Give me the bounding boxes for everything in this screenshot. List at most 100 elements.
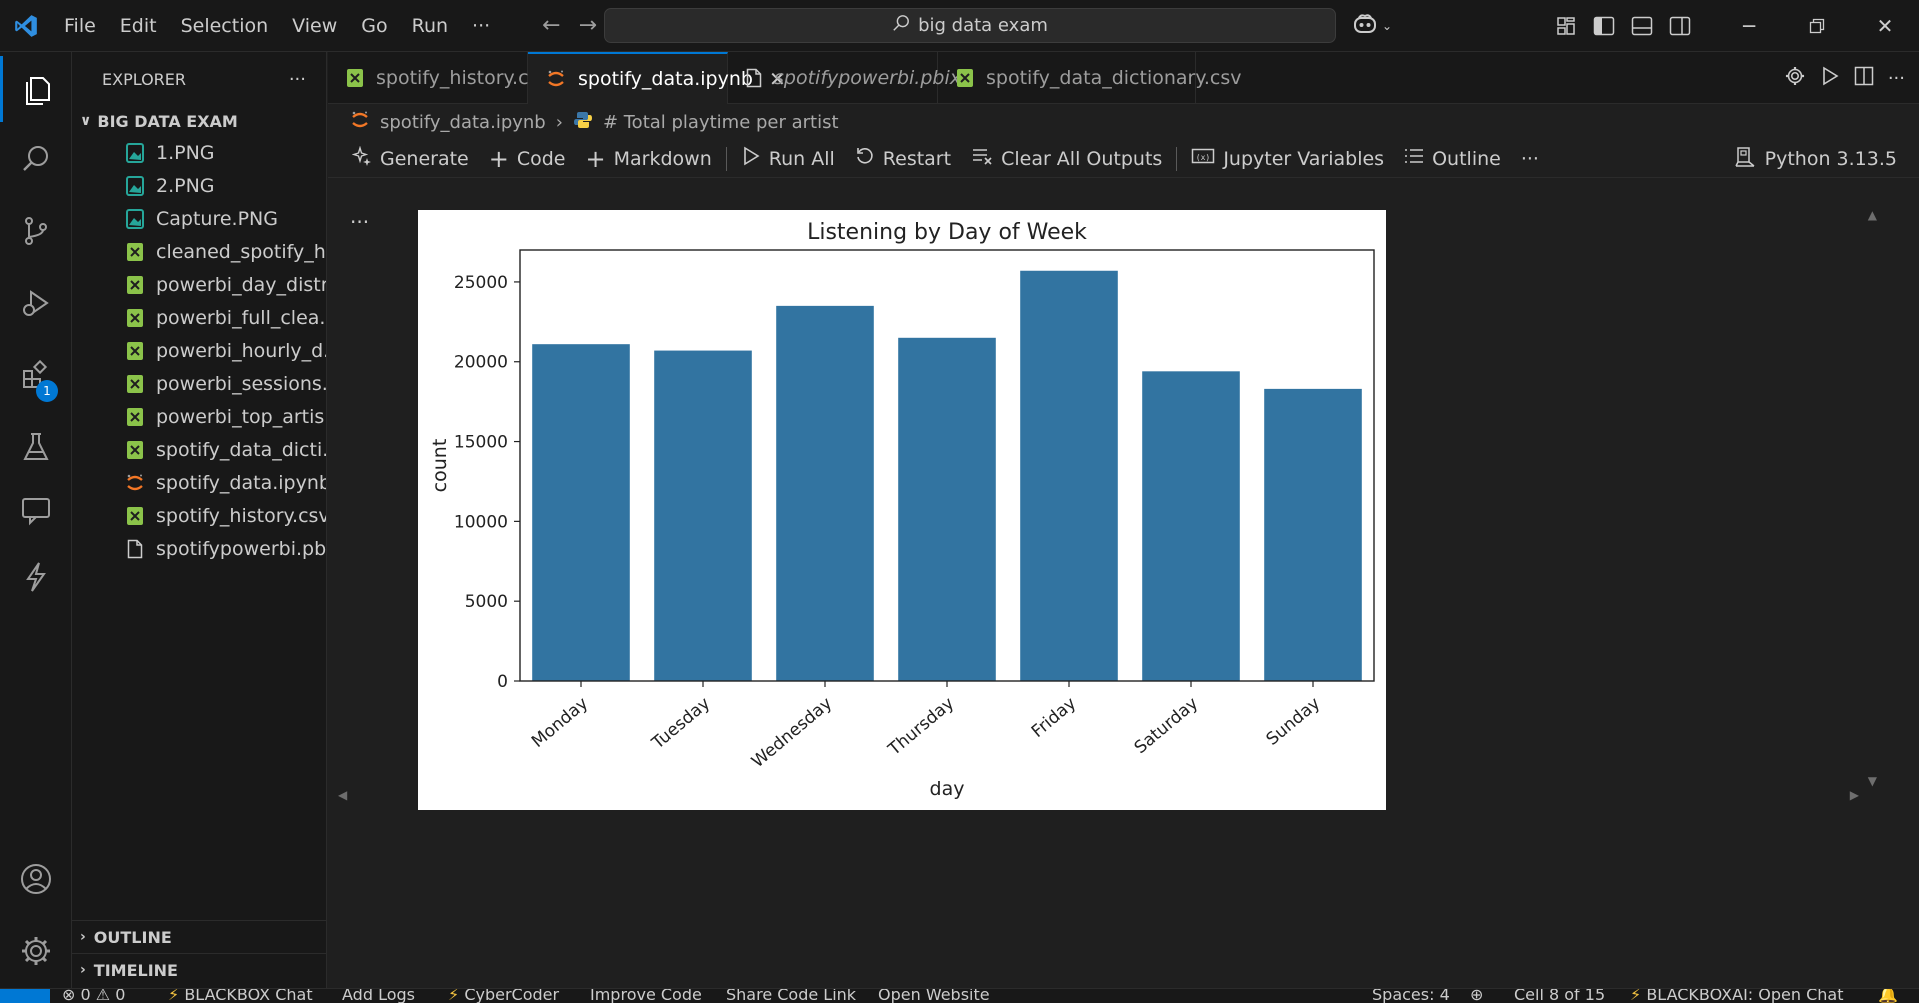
indentation-item[interactable]: Spaces: 4 [1372, 988, 1450, 1003]
breadcrumb-file[interactable]: spotify_data.ipynb [380, 111, 546, 133]
notifications-bell-icon[interactable]: 🔔 [1878, 988, 1898, 1003]
tab-spotify-history-csv[interactable]: spotify_history.csv [328, 52, 550, 104]
clear-all-outputs-button[interactable]: Clear All Outputs [961, 146, 1172, 171]
blackbox-chat-item[interactable]: ⚡ BLACKBOX Chat [168, 988, 313, 1003]
kernel-picker[interactable]: Python 3.13.5 [1734, 140, 1897, 178]
cell-position-item[interactable]: Cell 8 of 15 [1514, 988, 1606, 1003]
improve-code-item[interactable]: Improve Code [590, 988, 702, 1003]
breadcrumb-cell[interactable]: # Total playtime per artist [602, 111, 839, 133]
extensions-icon[interactable]: 1 [0, 342, 72, 408]
close-tab-icon[interactable]: ✕ [768, 67, 786, 91]
lightning-icon[interactable] [0, 544, 72, 610]
editor-area: spotify_history.csv spotify_data.ipynb ✕ sp… [328, 52, 1919, 988]
back-arrow-icon[interactable]: ← [542, 13, 561, 38]
explorer-more-button[interactable]: ··· [288, 68, 306, 90]
file-item[interactable]: powerbi_full_clea... [72, 301, 326, 334]
file-name: Capture.PNG [156, 207, 278, 230]
generate-button[interactable]: Generate [342, 145, 479, 171]
editor-more-actions-button[interactable]: ··· [1887, 67, 1905, 89]
menu-run[interactable]: Run [411, 14, 449, 37]
toggle-panel-icon[interactable] [1623, 0, 1661, 52]
close-window-button[interactable]: ✕ [1876, 14, 1894, 38]
bar-sunday [1264, 388, 1362, 681]
copilot-menu[interactable]: ⌄ [1352, 0, 1392, 52]
accounts-icon[interactable] [0, 846, 72, 912]
x-axis-label: day [930, 778, 965, 800]
workspace-folder[interactable]: ∨ BIG DATA EXAM [72, 106, 326, 136]
minimize-button[interactable]: ─ [1742, 14, 1756, 38]
tab-spotify-data-dictionary-csv[interactable]: spotify_data_dictionary.csv [938, 52, 1242, 104]
file-item[interactable]: cleaned_spotify_h... [72, 235, 326, 268]
source-control-icon[interactable] [0, 198, 72, 264]
toggle-primary-sidebar-icon[interactable] [1585, 0, 1623, 52]
menu-edit[interactable]: Edit [119, 14, 157, 37]
menu-selection[interactable]: Selection [180, 14, 269, 37]
file-item[interactable]: powerbi_hourly_d... [72, 334, 326, 367]
split-editor-icon[interactable] [1854, 66, 1874, 90]
file-item[interactable]: spotify_data.ipynb [72, 466, 326, 499]
copilot-status-icon[interactable]: ⊕ [1470, 988, 1484, 1003]
run-play-icon[interactable] [1820, 66, 1840, 90]
file-item[interactable]: Capture.PNG [72, 202, 326, 235]
file-item[interactable]: 1.PNG [72, 136, 326, 169]
file-item[interactable]: powerbi_top_artis... [72, 400, 326, 433]
cybercoder-item[interactable]: ⚡ CyberCoder [448, 989, 559, 1003]
toggle-secondary-sidebar-icon[interactable] [1661, 0, 1699, 52]
jupyter-variables-button[interactable]: (x) Jupyter Variables [1181, 146, 1394, 171]
command-center-search[interactable]: big data exam [604, 8, 1336, 43]
add-markdown-cell-button[interactable]: + Markdown [576, 145, 722, 173]
tab-label: spotify_data_dictionary.csv [986, 67, 1242, 89]
share-code-link-item[interactable]: Share Code Link [726, 988, 857, 1003]
restart-button[interactable]: Restart [845, 146, 961, 171]
testing-flask-icon[interactable] [0, 414, 72, 480]
toolbar-divider [1176, 146, 1178, 171]
blackbox-chat-label: BLACKBOX Chat [184, 988, 313, 1003]
file-item[interactable]: powerbi_day_distr... [72, 268, 326, 301]
csv-icon [124, 274, 146, 296]
notebook-toolbar: Generate + Code + Markdown Run All Resta… [328, 140, 1919, 178]
outline-section[interactable]: › OUTLINE [72, 920, 327, 953]
chevron-down-icon: ∨ [80, 113, 92, 129]
notebook-settings-gear-icon[interactable] [1784, 65, 1806, 91]
toolbar-more-button[interactable]: ··· [1520, 147, 1539, 170]
menu-file[interactable]: File [64, 14, 96, 37]
clear-all-outputs-label: Clear All Outputs [1001, 147, 1163, 170]
timeline-section-label: TIMELINE [93, 960, 178, 980]
menu-view[interactable]: View [292, 14, 338, 37]
remote-indicator-icon[interactable] [0, 989, 50, 1003]
problems-indicator[interactable]: ⊗ 0 ⚠ 0 [62, 988, 126, 1003]
forward-arrow-icon[interactable]: → [578, 13, 598, 38]
file-item[interactable]: spotifypowerbi.pbix [72, 532, 326, 565]
add-code-cell-button[interactable]: + Code [479, 145, 576, 173]
outline-button[interactable]: Outline [1394, 146, 1511, 171]
file-item[interactable]: spotify_history.csv [72, 499, 326, 532]
cell-output-more-button[interactable]: ··· [350, 210, 370, 234]
file-item[interactable]: powerbi_sessions.... [72, 367, 326, 400]
timeline-section[interactable]: › TIMELINE [72, 953, 327, 986]
search-icon[interactable] [0, 126, 72, 192]
file-item[interactable]: 2.PNG [72, 169, 326, 202]
scroll-up-arrow-icon[interactable]: ▲ [1867, 208, 1877, 222]
add-logs-item[interactable]: Add Logs [342, 988, 415, 1003]
jupyter-icon [124, 472, 146, 494]
tab-spotifypowerbi-pbix[interactable]: spotifypowerbi.pbix [728, 52, 961, 104]
file-item[interactable]: spotify_data_dicti... [72, 433, 326, 466]
menu-go[interactable]: Go [361, 14, 388, 37]
open-website-item[interactable]: Open Website [878, 988, 990, 1003]
list-icon [1404, 146, 1424, 171]
remote-explorer-icon[interactable] [0, 478, 72, 544]
run-all-button[interactable]: Run All [731, 146, 845, 171]
restore-button[interactable] [1783, 0, 1851, 52]
code-label: Code [516, 147, 566, 170]
scroll-down-arrow-icon[interactable]: ▼ [1867, 774, 1877, 788]
run-debug-icon[interactable] [0, 270, 72, 336]
customize-layout-icon[interactable] [1547, 0, 1585, 52]
scroll-right-arrow-icon[interactable]: ▶ [1849, 788, 1859, 802]
tab-spotify-data-ipynb[interactable]: spotify_data.ipynb ✕ [528, 52, 786, 104]
scroll-left-arrow-icon[interactable]: ◀ [338, 788, 348, 802]
manage-gear-icon[interactable] [0, 918, 72, 984]
blackboxai-open-chat-item[interactable]: ⚡ BLACKBOXAI: Open Chat [1630, 989, 1844, 1003]
csv-icon [346, 68, 364, 88]
explorer-icon[interactable] [0, 56, 72, 122]
menu-more[interactable]: ··· [472, 14, 491, 37]
